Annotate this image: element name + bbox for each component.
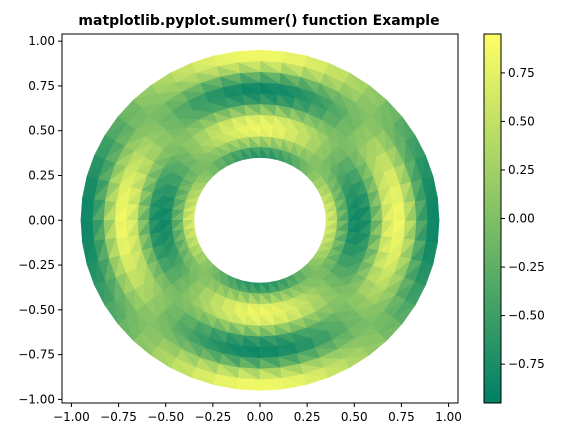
tri-cell-191 <box>306 271 324 281</box>
tri-cell-863 <box>355 325 380 339</box>
tri-cell-95 <box>299 264 316 273</box>
tri-cell-930 <box>94 280 106 306</box>
x-tick-label-6: 0.50 <box>341 410 368 424</box>
colorbar-tick-label-3: 0.00 <box>508 212 535 226</box>
x-tick-label-7: 0.75 <box>388 410 415 424</box>
colorbar-tick-label-2: 0.25 <box>508 163 535 177</box>
colorbar-tick-label-4: −0.25 <box>508 260 545 274</box>
tri-cell-479 <box>326 294 348 305</box>
colorbar-tick-label-5: −0.50 <box>508 309 545 323</box>
x-tick-label-3: −0.25 <box>194 410 231 424</box>
x-tick-label-4: 0.00 <box>247 410 274 424</box>
tri-cell-575 <box>333 302 356 314</box>
x-tick-label-1: −0.75 <box>100 410 137 424</box>
tri-cell-882 <box>414 135 426 160</box>
y-tick-label-0: 1.00 <box>28 34 55 48</box>
colorbar-axis: 0.75 0.50 0.25 0.00 −0.25 −0.50 −0.75 <box>501 66 545 371</box>
tri-cell-959 <box>362 332 388 348</box>
y-tick-label-5: −0.25 <box>18 258 55 272</box>
tri-cell-287 <box>313 279 332 288</box>
colorbar-tick-label-0: 0.75 <box>508 66 535 80</box>
tri-cell-767 <box>348 317 372 330</box>
x-tick-label-5: 0.25 <box>294 410 321 424</box>
x-axis: −1.00 −0.75 −0.50 −0.25 0.00 0.25 0.50 0.75 1.00 <box>53 403 462 424</box>
y-tick-label-2: 0.50 <box>28 124 55 138</box>
y-tick-label-4: 0.00 <box>28 213 55 227</box>
y-tick-label-7: −0.75 <box>18 348 55 362</box>
tri-cell-383 <box>320 287 340 296</box>
chart-title: matplotlib.pyplot.summer() function Exam… <box>78 13 439 29</box>
tri-cell-671 <box>340 309 364 322</box>
y-tick-label-6: −0.50 <box>18 303 55 317</box>
y-axis: 1.00 0.75 0.50 0.25 0.00 −0.25 −0.50 −0.75 −1.00 <box>18 34 62 406</box>
x-tick-label-0: −1.00 <box>53 410 90 424</box>
y-tick-label-8: −1.00 <box>18 392 55 406</box>
colorbar-tick-label-1: 0.50 <box>508 114 535 128</box>
y-tick-label-3: 0.25 <box>28 169 55 183</box>
colorbar <box>483 33 502 404</box>
x-tick-label-8: 1.00 <box>435 410 462 424</box>
x-tick-label-2: −0.50 <box>147 410 184 424</box>
y-tick-label-1: 0.75 <box>28 79 55 93</box>
tri-cell-906 <box>170 62 197 74</box>
plot-area <box>80 49 440 391</box>
colorbar-tick-label-6: −0.75 <box>508 357 545 371</box>
tri-cell-954 <box>323 367 350 378</box>
